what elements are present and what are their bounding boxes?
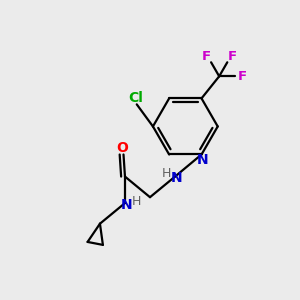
Text: F: F [202, 50, 211, 64]
Text: N: N [196, 153, 208, 167]
Text: F: F [237, 70, 246, 83]
Text: H: H [162, 167, 172, 180]
Text: H: H [131, 195, 141, 208]
Text: Cl: Cl [128, 91, 143, 105]
Text: N: N [171, 171, 182, 185]
Text: F: F [228, 50, 237, 64]
Text: O: O [116, 141, 128, 155]
Text: N: N [121, 197, 132, 212]
